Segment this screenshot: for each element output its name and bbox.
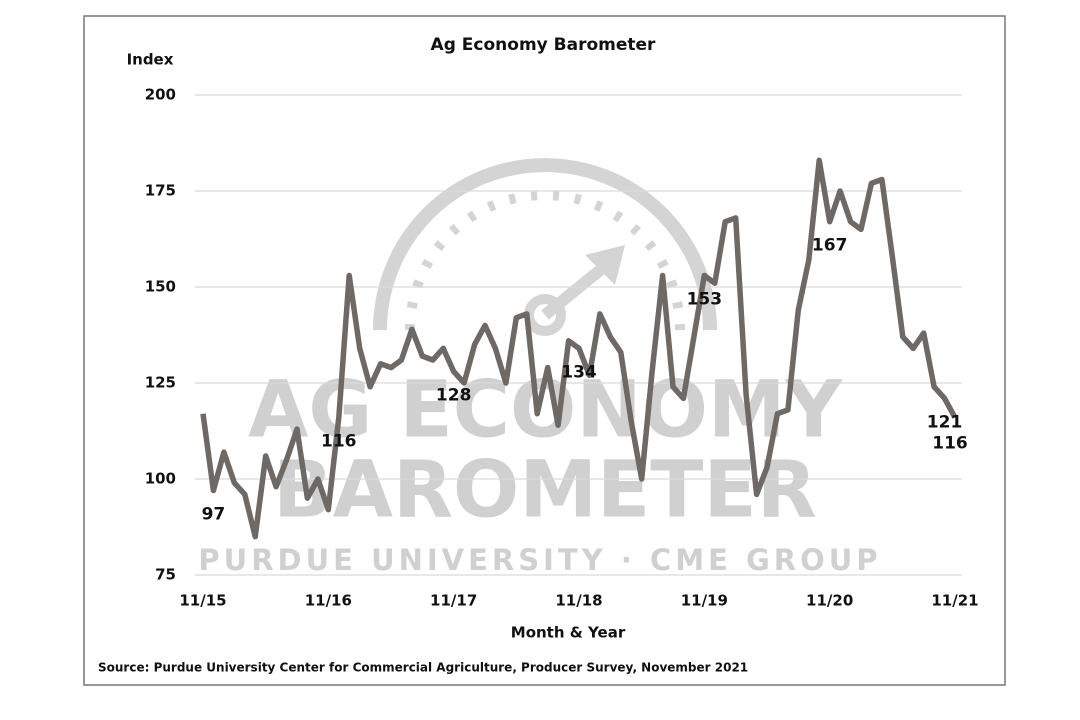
x-tick-label: 11/19 <box>681 592 728 610</box>
x-tick-label: 11/15 <box>179 592 226 610</box>
y-tick-label: 75 <box>155 566 176 584</box>
data-label: 167 <box>812 236 848 256</box>
x-tick-label: 11/18 <box>555 592 602 610</box>
x-tick-label: 11/17 <box>430 592 477 610</box>
frame <box>83 15 1006 686</box>
x-tick-label: 11/20 <box>806 592 853 610</box>
x-tick-label: 11/16 <box>305 592 352 610</box>
y-tick-label: 175 <box>145 182 176 200</box>
y-tick-label: 150 <box>145 278 176 296</box>
data-label: 116 <box>932 434 968 454</box>
data-label: 128 <box>436 385 472 405</box>
chart-title: Ag Economy Barometer <box>431 35 657 55</box>
watermark-text: BAROMETER <box>273 445 817 535</box>
y-axis-title: Index <box>127 51 174 69</box>
data-label: 134 <box>561 362 597 382</box>
x-tick-label: 11/21 <box>931 592 978 610</box>
source-note: Source: Purdue University Center for Com… <box>98 661 748 675</box>
watermark-text: PURDUE UNIVERSITY · CME GROUP <box>198 543 881 577</box>
x-axis-title: Month & Year <box>511 624 626 642</box>
data-label: 153 <box>687 289 723 309</box>
data-label: 121 <box>927 412 963 432</box>
y-tick-label: 125 <box>145 374 176 392</box>
data-line <box>200 157 958 540</box>
y-tick-label: 200 <box>145 86 176 104</box>
y-tick-label: 100 <box>145 470 176 488</box>
data-label: 97 <box>202 505 226 525</box>
data-label: 116 <box>321 432 357 452</box>
